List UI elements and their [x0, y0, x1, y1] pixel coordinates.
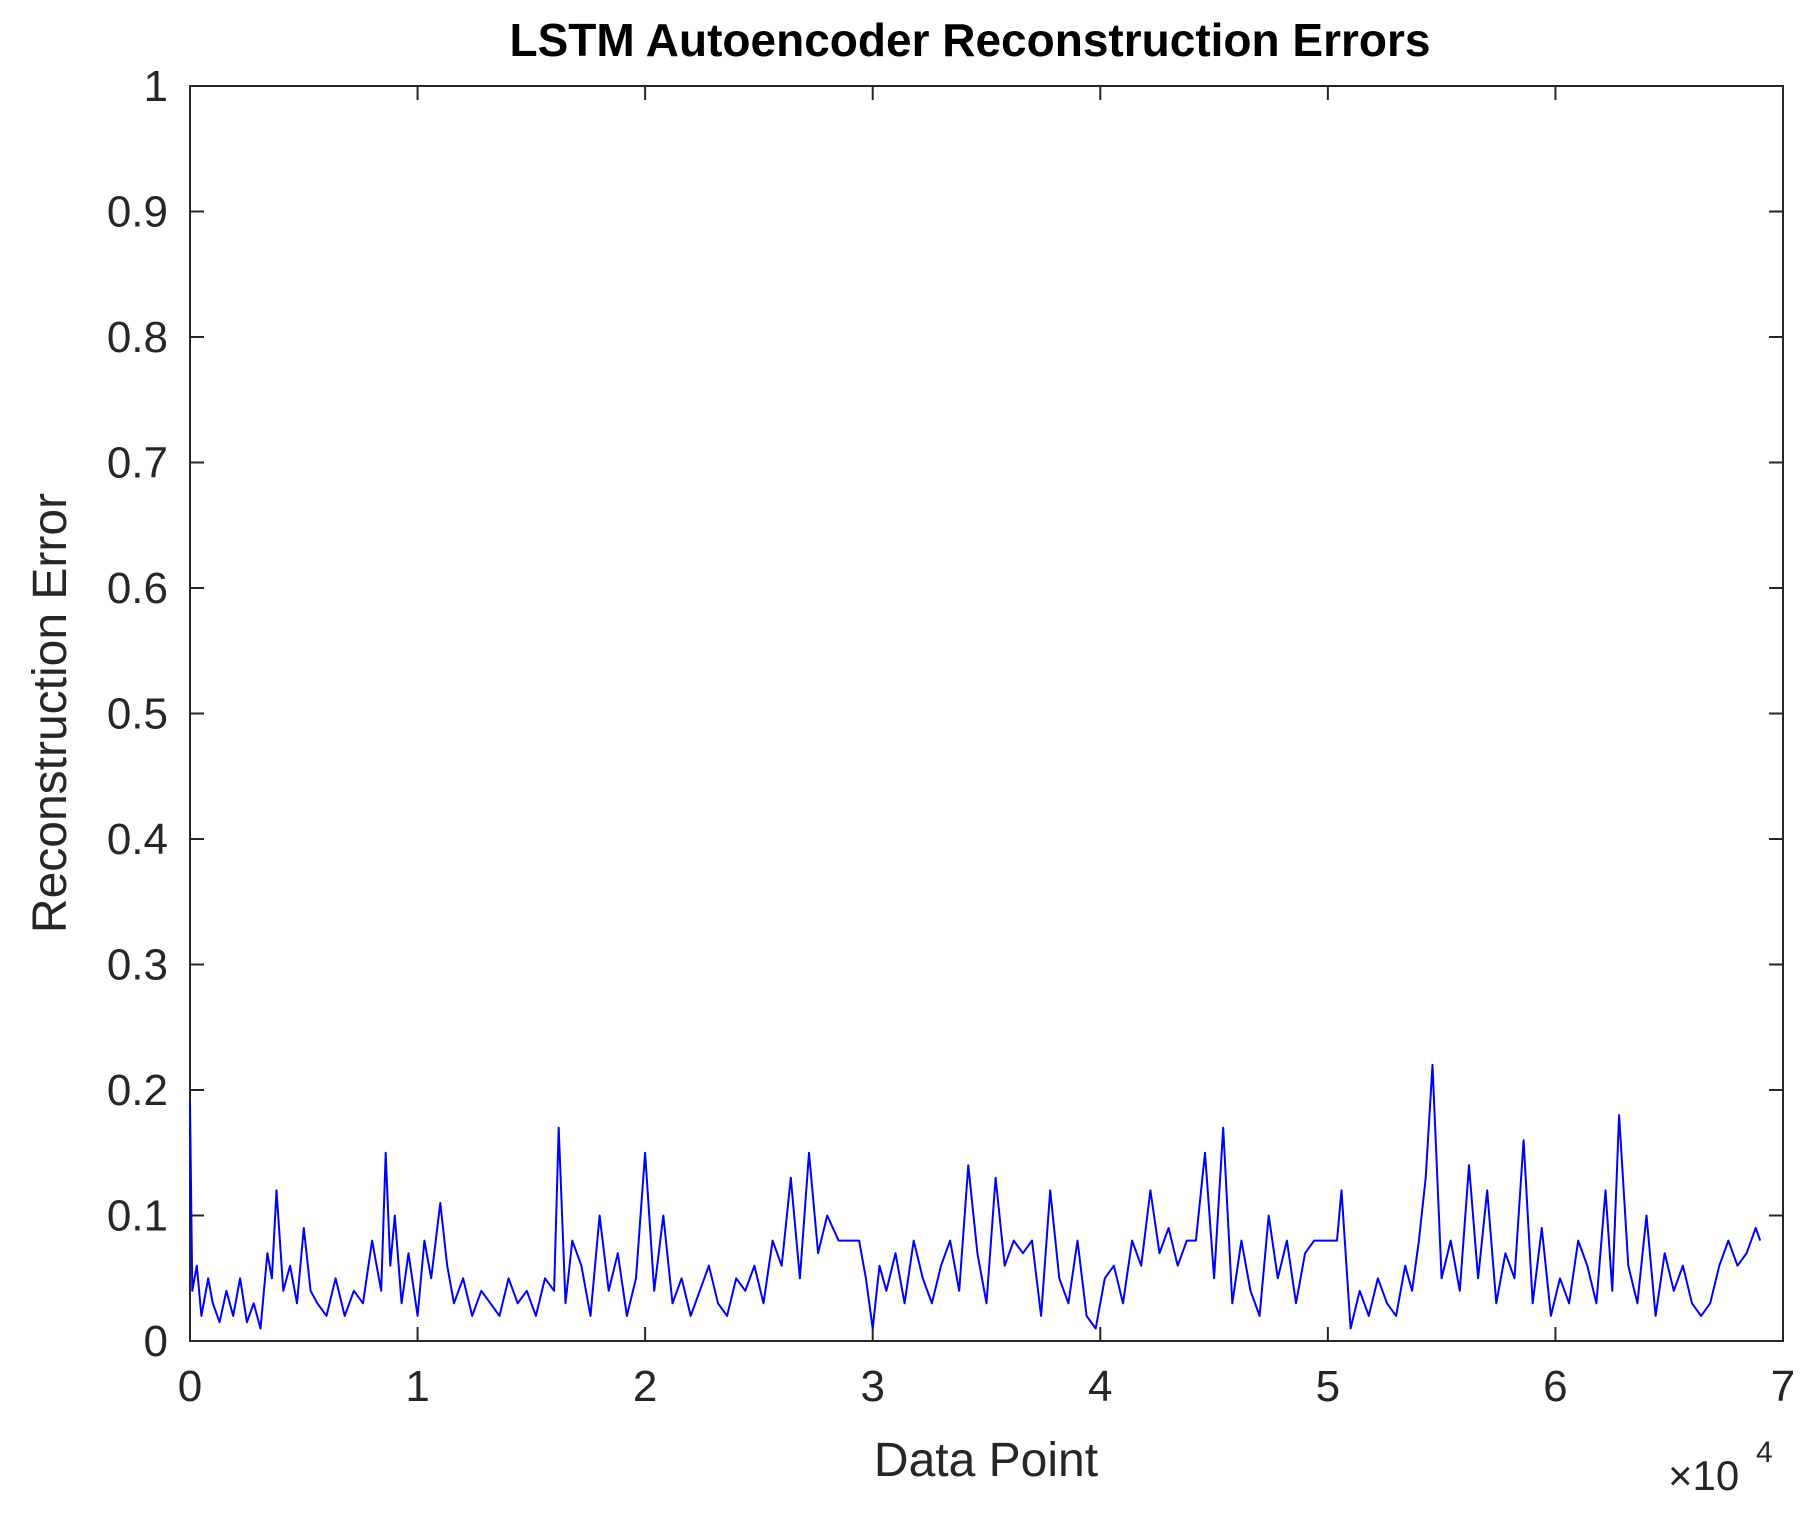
- x-tick-label: 0: [178, 1362, 202, 1411]
- y-tick-label: 0.5: [107, 690, 168, 739]
- y-tick-label: 0.3: [107, 941, 168, 990]
- y-tick-label: 0.6: [107, 564, 168, 613]
- x-tick-label: 3: [860, 1362, 884, 1411]
- chart-title: LSTM Autoencoder Reconstruction Errors: [510, 14, 1431, 66]
- y-axis-label: Reconstruction Error: [24, 493, 77, 933]
- y-tick-label: 0.7: [107, 439, 168, 488]
- x-axis-exponent-base: ×10: [1668, 1452, 1739, 1499]
- x-tick-label: 7: [1771, 1362, 1795, 1411]
- y-tick-label: 0.8: [107, 313, 168, 362]
- x-axis-exponent: ×10 4: [1668, 1436, 1773, 1499]
- y-tick-label: 1: [144, 62, 168, 111]
- y-tick-label: 0.4: [107, 815, 168, 864]
- data-series-group: [189, 1063, 1762, 1330]
- x-axis-exponent-power: 4: [1756, 1436, 1773, 1469]
- y-tick-label: 0.2: [107, 1066, 168, 1115]
- y-tick-label: 0: [144, 1317, 168, 1366]
- y-axis-ticks: 0 0.1 0.2 0.3 0.4 0.5 0.6 0.7 0.8 0.9 1: [107, 62, 1783, 1366]
- x-tick-label: 1: [405, 1362, 429, 1411]
- y-tick-label: 0.1: [107, 1192, 168, 1241]
- x-tick-label: 4: [1088, 1362, 1112, 1411]
- reconstruction-error-line: [189, 1063, 1762, 1330]
- x-tick-label: 2: [633, 1362, 657, 1411]
- x-tick-label: 5: [1316, 1362, 1340, 1411]
- x-axis-ticks: 0 1 2 3 4 5 6 7: [178, 86, 1795, 1411]
- x-tick-label: 6: [1543, 1362, 1567, 1411]
- plot-area: [189, 85, 1784, 1342]
- y-tick-label: 0.9: [107, 188, 168, 237]
- x-axis-label: Data Point: [874, 1434, 1098, 1487]
